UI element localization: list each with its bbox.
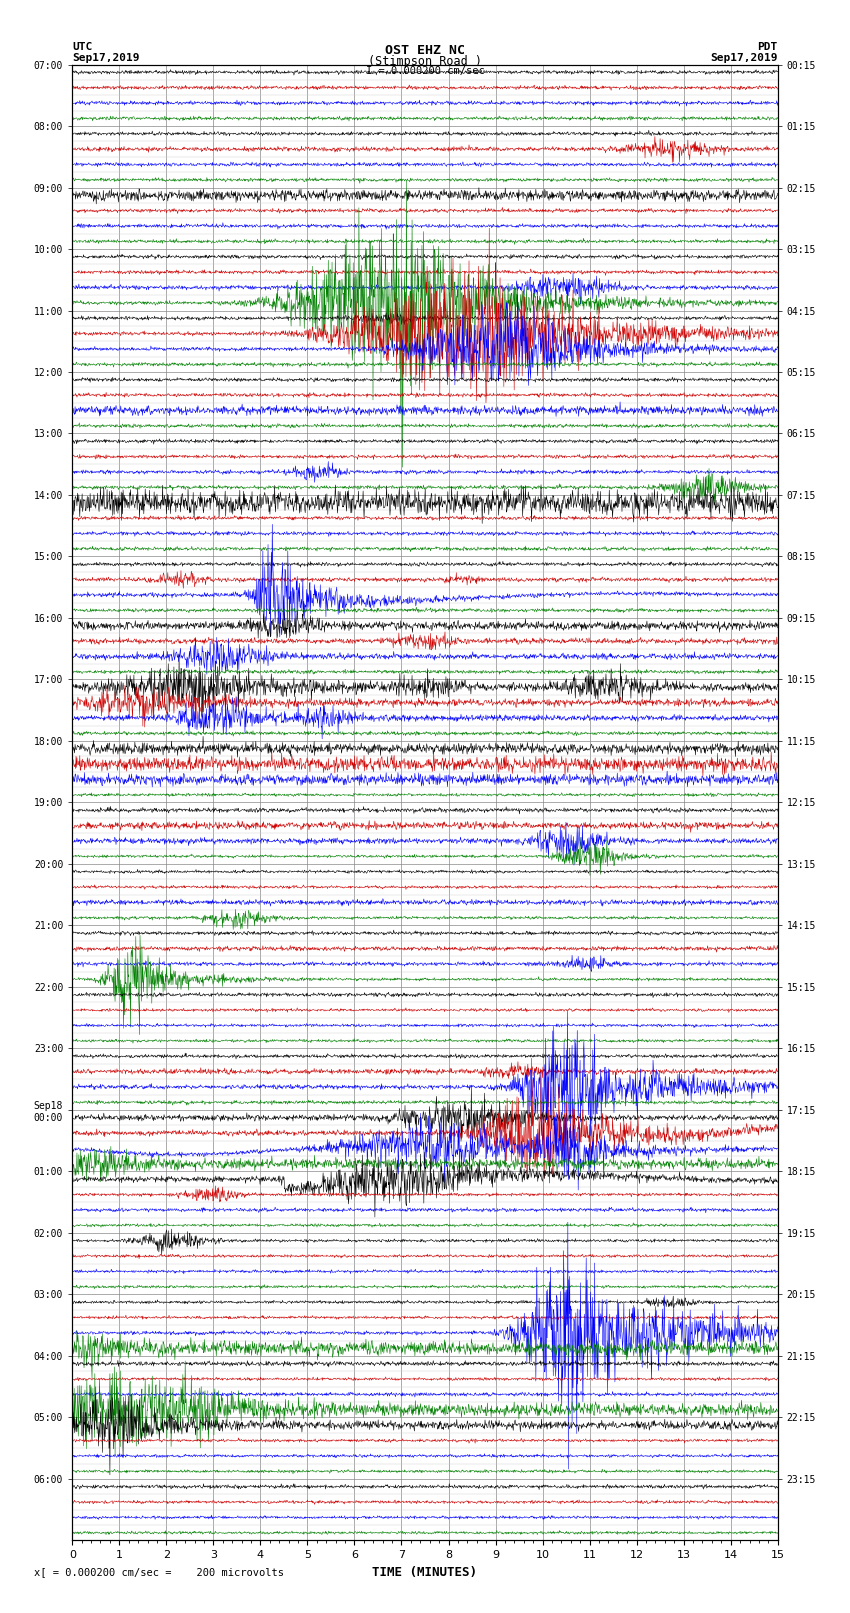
Text: PDT: PDT — [757, 42, 778, 52]
Text: (Stimpson Road ): (Stimpson Road ) — [368, 55, 482, 68]
Text: UTC: UTC — [72, 42, 93, 52]
Text: Sep17,2019: Sep17,2019 — [72, 53, 139, 63]
X-axis label: TIME (MINUTES): TIME (MINUTES) — [372, 1566, 478, 1579]
Text: I = 0.000200 cm/sec: I = 0.000200 cm/sec — [366, 66, 484, 76]
Text: OST EHZ NC: OST EHZ NC — [385, 44, 465, 56]
Text: Sep17,2019: Sep17,2019 — [711, 53, 778, 63]
Text: x[ = 0.000200 cm/sec =    200 microvolts: x[ = 0.000200 cm/sec = 200 microvolts — [34, 1568, 284, 1578]
